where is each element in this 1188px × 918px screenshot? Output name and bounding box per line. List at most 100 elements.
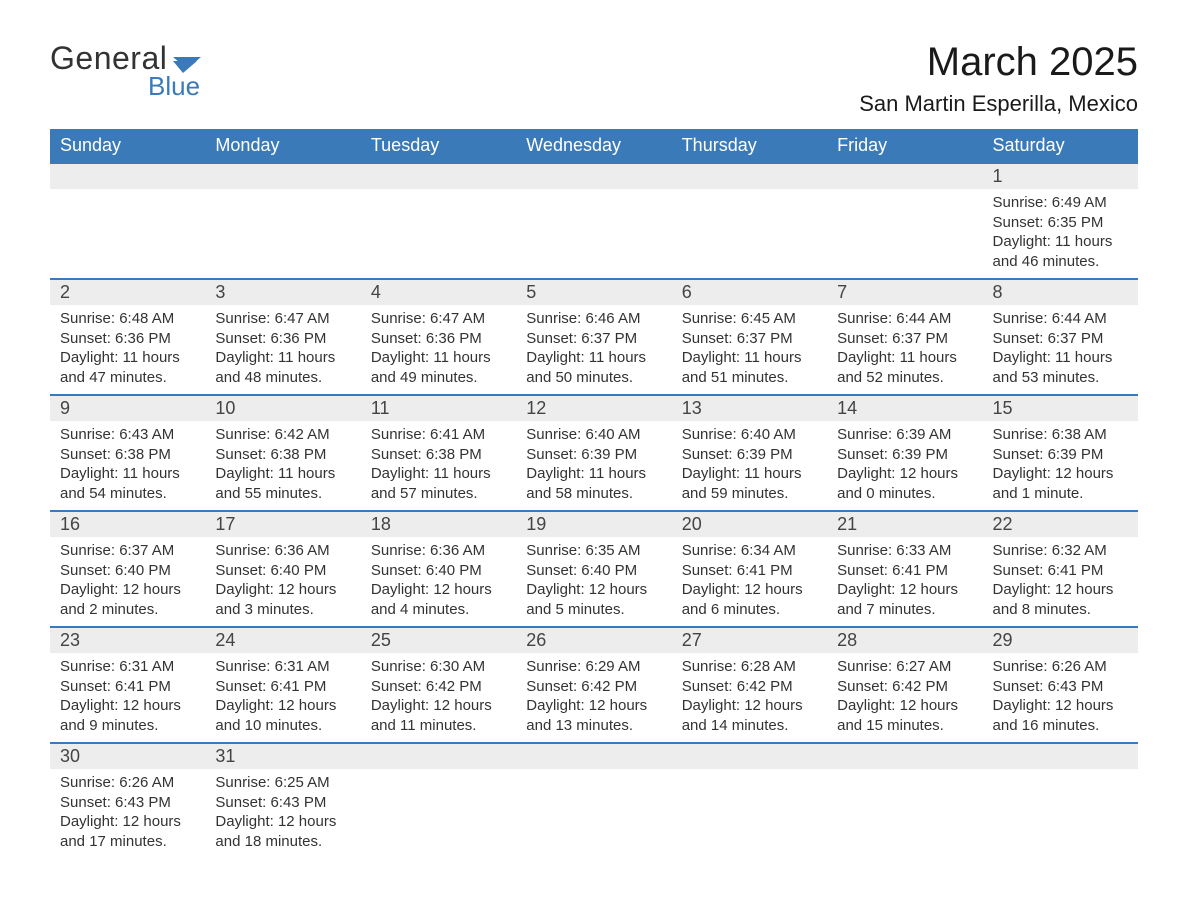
day-ss: Sunset: 6:36 PM — [60, 329, 195, 349]
day-d1: Daylight: 12 hours — [837, 696, 972, 716]
header: General Blue March 2025 San Martin Esper… — [50, 40, 1138, 117]
day-sr: Sunrise: 6:47 AM — [371, 309, 506, 329]
day-d2: and 17 minutes. — [60, 832, 195, 852]
day-detail-cell: Sunrise: 6:34 AMSunset: 6:41 PMDaylight:… — [672, 537, 827, 627]
day-detail-row: Sunrise: 6:43 AMSunset: 6:38 PMDaylight:… — [50, 421, 1138, 511]
day-sr: Sunrise: 6:40 AM — [526, 425, 661, 445]
day-number-cell — [361, 743, 516, 769]
day-number-cell: 3 — [205, 279, 360, 305]
day-d1: Daylight: 12 hours — [993, 580, 1128, 600]
day-sr: Sunrise: 6:42 AM — [215, 425, 350, 445]
day-d1: Daylight: 11 hours — [215, 464, 350, 484]
weekday-header-row: SundayMondayTuesdayWednesdayThursdayFrid… — [50, 129, 1138, 163]
day-d1: Daylight: 12 hours — [371, 696, 506, 716]
day-d1: Daylight: 11 hours — [371, 348, 506, 368]
day-detail-cell — [672, 769, 827, 859]
day-number-cell: 5 — [516, 279, 671, 305]
day-detail-cell: Sunrise: 6:48 AMSunset: 6:36 PMDaylight:… — [50, 305, 205, 395]
day-d1: Daylight: 11 hours — [837, 348, 972, 368]
day-detail-cell — [516, 189, 671, 279]
day-d2: and 15 minutes. — [837, 716, 972, 736]
weekday-header: Sunday — [50, 129, 205, 163]
day-d1: Daylight: 12 hours — [60, 696, 195, 716]
day-d2: and 14 minutes. — [682, 716, 817, 736]
location: San Martin Esperilla, Mexico — [859, 91, 1138, 117]
day-d1: Daylight: 11 hours — [993, 232, 1128, 252]
day-d2: and 53 minutes. — [993, 368, 1128, 388]
day-number-cell — [672, 743, 827, 769]
day-d1: Daylight: 12 hours — [837, 580, 972, 600]
day-detail-row: Sunrise: 6:26 AMSunset: 6:43 PMDaylight:… — [50, 769, 1138, 859]
day-ss: Sunset: 6:43 PM — [60, 793, 195, 813]
day-detail-cell: Sunrise: 6:31 AMSunset: 6:41 PMDaylight:… — [205, 653, 360, 743]
day-d1: Daylight: 12 hours — [215, 696, 350, 716]
day-ss: Sunset: 6:35 PM — [993, 213, 1128, 233]
day-d1: Daylight: 12 hours — [682, 696, 817, 716]
day-detail-cell: Sunrise: 6:41 AMSunset: 6:38 PMDaylight:… — [361, 421, 516, 511]
day-d1: Daylight: 11 hours — [526, 348, 661, 368]
weekday-header: Thursday — [672, 129, 827, 163]
day-detail-cell: Sunrise: 6:49 AMSunset: 6:35 PMDaylight:… — [983, 189, 1138, 279]
day-number-cell: 31 — [205, 743, 360, 769]
day-d2: and 5 minutes. — [526, 600, 661, 620]
day-number-cell — [516, 163, 671, 189]
day-d2: and 51 minutes. — [682, 368, 817, 388]
day-sr: Sunrise: 6:25 AM — [215, 773, 350, 793]
day-number-cell: 8 — [983, 279, 1138, 305]
day-sr: Sunrise: 6:26 AM — [993, 657, 1128, 677]
day-number-cell: 22 — [983, 511, 1138, 537]
day-sr: Sunrise: 6:40 AM — [682, 425, 817, 445]
day-detail-cell — [205, 189, 360, 279]
day-d2: and 3 minutes. — [215, 600, 350, 620]
day-detail-cell: Sunrise: 6:43 AMSunset: 6:38 PMDaylight:… — [50, 421, 205, 511]
day-detail-row: Sunrise: 6:48 AMSunset: 6:36 PMDaylight:… — [50, 305, 1138, 395]
day-d2: and 58 minutes. — [526, 484, 661, 504]
day-d2: and 1 minute. — [993, 484, 1128, 504]
day-ss: Sunset: 6:40 PM — [526, 561, 661, 581]
day-number-row: 9101112131415 — [50, 395, 1138, 421]
day-d2: and 57 minutes. — [371, 484, 506, 504]
day-sr: Sunrise: 6:36 AM — [371, 541, 506, 561]
day-d1: Daylight: 11 hours — [993, 348, 1128, 368]
day-ss: Sunset: 6:38 PM — [60, 445, 195, 465]
day-sr: Sunrise: 6:31 AM — [60, 657, 195, 677]
day-d1: Daylight: 12 hours — [682, 580, 817, 600]
day-sr: Sunrise: 6:36 AM — [215, 541, 350, 561]
day-detail-row: Sunrise: 6:49 AMSunset: 6:35 PMDaylight:… — [50, 189, 1138, 279]
day-number-cell: 30 — [50, 743, 205, 769]
day-d2: and 47 minutes. — [60, 368, 195, 388]
day-d1: Daylight: 12 hours — [526, 580, 661, 600]
day-number-cell: 28 — [827, 627, 982, 653]
weekday-header: Monday — [205, 129, 360, 163]
day-ss: Sunset: 6:37 PM — [993, 329, 1128, 349]
day-detail-cell: Sunrise: 6:36 AMSunset: 6:40 PMDaylight:… — [205, 537, 360, 627]
day-detail-cell: Sunrise: 6:32 AMSunset: 6:41 PMDaylight:… — [983, 537, 1138, 627]
day-detail-cell — [361, 189, 516, 279]
day-detail-cell: Sunrise: 6:40 AMSunset: 6:39 PMDaylight:… — [516, 421, 671, 511]
day-ss: Sunset: 6:43 PM — [993, 677, 1128, 697]
day-number-cell: 12 — [516, 395, 671, 421]
day-number-cell: 29 — [983, 627, 1138, 653]
day-number-cell: 16 — [50, 511, 205, 537]
day-detail-cell: Sunrise: 6:28 AMSunset: 6:42 PMDaylight:… — [672, 653, 827, 743]
day-detail-cell — [983, 769, 1138, 859]
day-number-row: 2345678 — [50, 279, 1138, 305]
day-number-row: 23242526272829 — [50, 627, 1138, 653]
day-d1: Daylight: 11 hours — [60, 348, 195, 368]
day-detail-row: Sunrise: 6:37 AMSunset: 6:40 PMDaylight:… — [50, 537, 1138, 627]
day-d2: and 16 minutes. — [993, 716, 1128, 736]
day-ss: Sunset: 6:38 PM — [215, 445, 350, 465]
day-ss: Sunset: 6:41 PM — [682, 561, 817, 581]
day-d2: and 9 minutes. — [60, 716, 195, 736]
brand-blue: Blue — [148, 71, 201, 102]
day-sr: Sunrise: 6:33 AM — [837, 541, 972, 561]
day-sr: Sunrise: 6:44 AM — [837, 309, 972, 329]
day-detail-cell: Sunrise: 6:40 AMSunset: 6:39 PMDaylight:… — [672, 421, 827, 511]
day-sr: Sunrise: 6:32 AM — [993, 541, 1128, 561]
day-number-cell: 19 — [516, 511, 671, 537]
day-d1: Daylight: 12 hours — [993, 464, 1128, 484]
day-d2: and 54 minutes. — [60, 484, 195, 504]
day-ss: Sunset: 6:43 PM — [215, 793, 350, 813]
day-detail-cell: Sunrise: 6:42 AMSunset: 6:38 PMDaylight:… — [205, 421, 360, 511]
day-detail-cell: Sunrise: 6:39 AMSunset: 6:39 PMDaylight:… — [827, 421, 982, 511]
